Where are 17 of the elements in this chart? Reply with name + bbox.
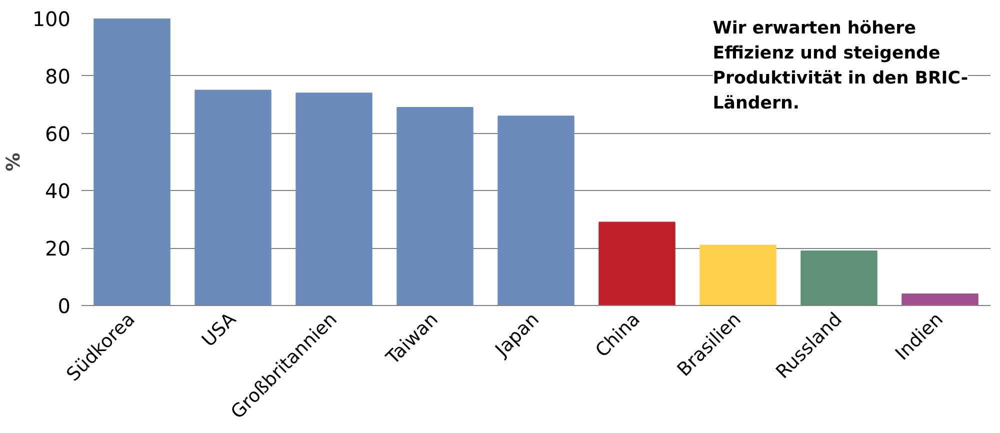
bar [94,18,170,306]
y-tick-label: 0 [58,294,71,318]
y-tick-label: 80 [45,64,71,88]
y-axis-title: % [3,152,24,172]
bar [700,244,776,306]
bar [800,250,878,306]
bar [498,116,574,306]
y-tick-label: 60 [45,122,71,146]
bar [296,92,372,306]
bar [194,90,272,306]
bar [902,294,978,306]
y-tick-label: 20 [45,236,71,261]
bar [598,222,676,306]
y-tick-label: 40 [45,179,71,204]
y-tick-label: 100 [32,7,71,31]
bar [396,106,474,306]
annotation: Wir erwarten höhere Effizienz und steigende Produktivität in den BRIC-Ländern. [712,18,968,114]
